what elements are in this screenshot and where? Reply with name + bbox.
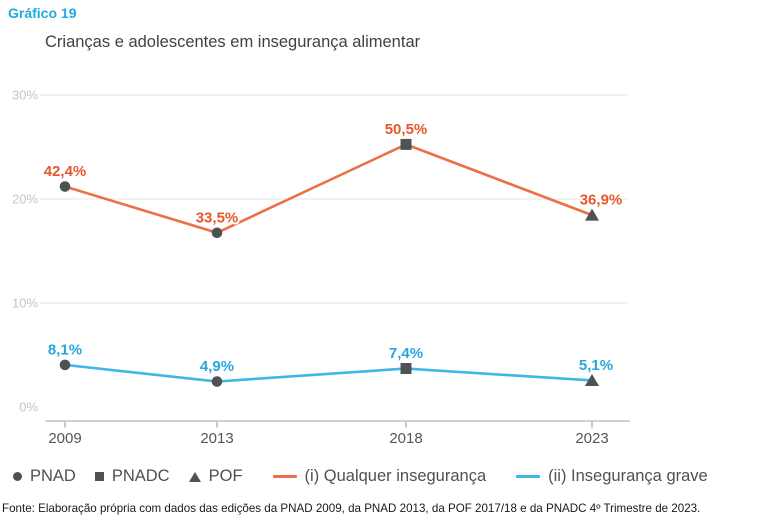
source-note: Fonte: Elaboração própria com dados das … <box>2 502 701 515</box>
data-point-label: 36,9% <box>580 192 623 209</box>
data-point-label: 7,4% <box>389 345 423 362</box>
data-point-marker <box>400 138 412 150</box>
data-point-marker <box>211 376 223 387</box>
data-point-label: 4,9% <box>200 358 234 375</box>
orange-line-swatch-icon <box>272 475 297 478</box>
legend-label: (i) Qualquer insegurança <box>304 467 487 485</box>
data-point-marker <box>585 373 599 386</box>
data-point-label: 5,1% <box>579 357 613 374</box>
y-axis-label: 10% <box>12 296 38 311</box>
chart-legend: PNAD PNADC POF (i) Qualquer insegurança … <box>13 467 708 486</box>
legend-label: PNAD <box>30 467 76 485</box>
x-axis-label: 2018 <box>389 430 422 447</box>
data-point-label: 8,1% <box>48 341 82 358</box>
data-point-label: 42,4% <box>44 163 87 180</box>
legend-label: POF <box>208 467 243 485</box>
legend-item-qualquer-inseguranca: (i) Qualquer insegurança <box>272 467 487 486</box>
data-point-marker <box>59 359 71 371</box>
y-axis-label: 30% <box>12 88 38 103</box>
data-point-marker <box>211 227 223 239</box>
y-axis-label: 0% <box>19 400 38 415</box>
circle-marker-icon <box>13 472 22 481</box>
chart-title: Crianças e adolescentes em insegurança a… <box>45 33 421 51</box>
legend-label: PNADC <box>111 467 170 485</box>
chart-kicker: Gráfico 19 <box>8 5 77 21</box>
y-axis-label: 20% <box>12 192 38 207</box>
legend-label: (ii) Insegurança grave <box>548 467 708 485</box>
legend-item-pof: POF <box>188 467 243 486</box>
legend-item-pnad: PNAD <box>13 467 76 486</box>
x-axis-label: 2023 <box>575 430 608 447</box>
legend-item-inseguranca-grave: (ii) Insegurança grave <box>516 467 708 486</box>
data-point-marker <box>585 208 599 221</box>
x-axis-label: 2009 <box>48 430 81 447</box>
series-line <box>64 143 593 235</box>
square-marker-icon <box>94 472 104 481</box>
line-chart: 0% 10% 20% 30% 2009 2013 2018 2023 42,4% 33,5% 50,… <box>12 88 630 447</box>
data-point-marker <box>400 363 412 375</box>
triangle-marker-icon <box>188 471 201 482</box>
blue-line-swatch-icon <box>516 475 541 478</box>
data-point-label: 50,5% <box>385 121 428 138</box>
legend-item-pnadc: PNADC <box>94 467 170 486</box>
x-axis-label: 2013 <box>200 430 233 447</box>
data-point-label: 33,5% <box>196 209 239 226</box>
data-point-marker <box>59 181 71 192</box>
series-line <box>64 363 593 383</box>
